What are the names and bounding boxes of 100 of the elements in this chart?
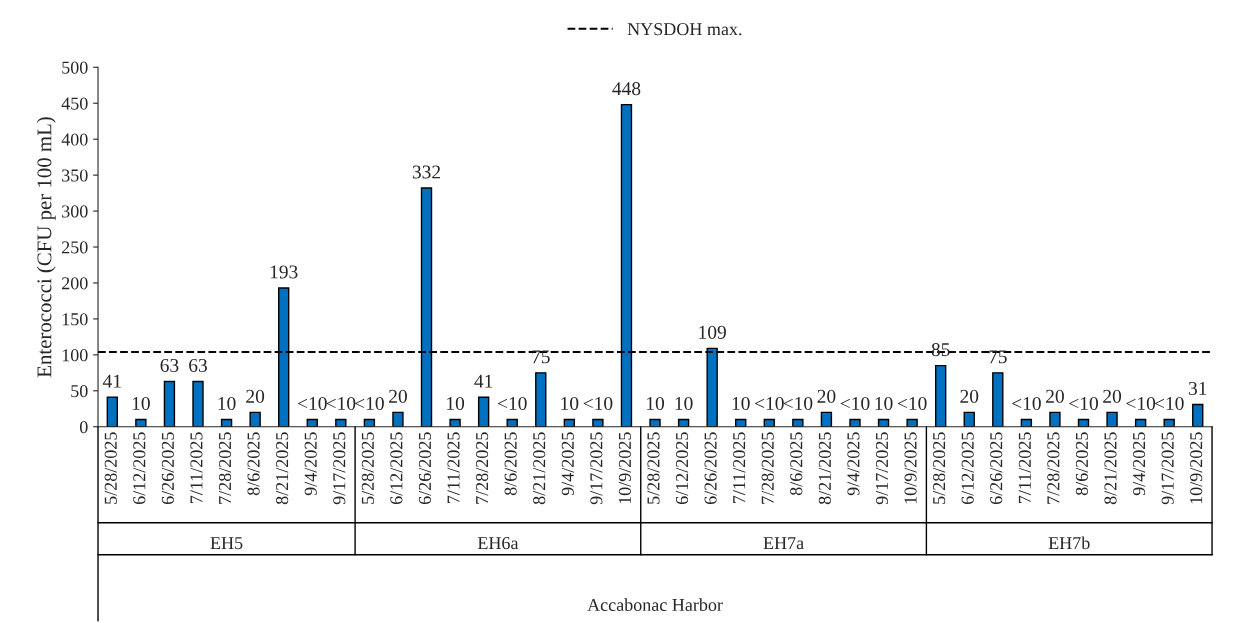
data-label: <10 [298, 396, 327, 411]
data-label: 109 [699, 325, 726, 339]
data-label: <10 [897, 396, 927, 411]
x-tick-label: 9/4/2025 [561, 432, 574, 496]
bar [592, 418, 604, 427]
bar [392, 411, 404, 427]
bar [135, 418, 147, 427]
bar [535, 372, 547, 427]
x-tick-label: 5/28/2025 [647, 432, 660, 504]
y-tick-label: 200 [62, 277, 88, 290]
x-tick-label: 8/21/2025 [533, 432, 546, 505]
bar [477, 396, 490, 427]
y-tick-label: 50 [71, 385, 88, 398]
data-label: 193 [270, 265, 298, 279]
y-tick-label: 500 [62, 61, 88, 74]
x-tick-label: 5/28/2025 [104, 432, 117, 504]
x-tick-label: 8/6/2025 [790, 432, 803, 496]
data-label: <10 [583, 396, 613, 411]
bar [106, 396, 118, 427]
x-tick-label: 8/21/2025 [818, 432, 831, 505]
data-label: 10 [447, 396, 465, 411]
x-tick-label: 7/11/2025 [1018, 432, 1031, 503]
data-label: 448 [612, 82, 641, 96]
data-label: <10 [1069, 396, 1098, 411]
data-label: <10 [783, 396, 813, 411]
x-tick-label: 6/26/2025 [990, 432, 1003, 505]
x-tick-label: 9/17/2025 [333, 432, 346, 505]
text: Accabonac Harbor [587, 598, 723, 612]
data-label: 20 [1046, 389, 1064, 403]
bar [992, 372, 1004, 427]
x-tick-label: 9/4/2025 [304, 432, 317, 496]
bar [649, 418, 661, 427]
bar [1106, 411, 1118, 427]
data-label: 20 [246, 389, 265, 403]
y-tick-label: 100 [62, 349, 88, 362]
x-tick-label: 5/28/2025 [361, 432, 374, 504]
x-tick-label: 10/9/2025 [904, 432, 917, 504]
data-label: 31 [1188, 381, 1207, 395]
data-label: 20 [1103, 389, 1122, 403]
x-tick-label: 7/28/2025 [1047, 432, 1060, 504]
bar [335, 418, 347, 427]
x-tick-label: 7/28/2025 [761, 432, 774, 504]
y-tick-label: 450 [61, 97, 88, 110]
bar [449, 418, 461, 427]
y-tick-label: 400 [61, 133, 88, 146]
y-tick-label: 250 [62, 241, 88, 254]
x-tick-label: 6/26/2025 [418, 432, 432, 505]
x-tick-label: 7/11/2025 [190, 432, 203, 503]
data-label: 63 [160, 358, 179, 372]
data-label: 10 [647, 396, 665, 411]
bar [934, 364, 947, 427]
x-tick-label: 8/6/2025 [504, 432, 517, 496]
data-label: 10 [561, 396, 579, 411]
text: EH7a [763, 537, 804, 550]
x-tick-label: 10/9/2025 [618, 432, 631, 504]
x-tick-label: 6/12/2025 [961, 432, 974, 505]
data-label: 332 [412, 165, 441, 179]
x-tick-label: 6/26/2025 [704, 432, 717, 505]
bar [1163, 418, 1175, 427]
data-label: 10 [675, 396, 693, 411]
x-tick-label: 5/28/2025 [933, 432, 946, 504]
y-tick-label: 0 [79, 421, 88, 434]
data-label: <10 [497, 396, 527, 411]
x-tick-label: 9/17/2025 [875, 432, 889, 505]
bar [849, 418, 861, 427]
x-tick-label: 8/6/2025 [1075, 432, 1089, 496]
y-tick-label: 300 [62, 205, 88, 218]
x-tick-label: 7/28/2025 [218, 432, 232, 504]
x-tick-label: 9/17/2025 [590, 432, 603, 505]
data-label: <10 [1126, 396, 1156, 411]
bar [192, 380, 204, 427]
x-tick-label: 9/4/2025 [1132, 432, 1146, 496]
bar [963, 411, 975, 427]
data-label: <10 [1012, 396, 1041, 411]
y-tick-label: 150 [62, 313, 88, 326]
data-label: 63 [189, 358, 207, 372]
x-tick-label: 6/12/2025 [390, 432, 403, 505]
bar [820, 411, 833, 427]
text: EH5 [210, 537, 243, 550]
data-label: 41 [102, 374, 121, 388]
data-label: 10 [875, 396, 893, 411]
text: EH7b [1048, 536, 1090, 550]
data-label: 10 [132, 396, 150, 411]
y-axis-title: Enterococci (CFU per 100 mL) [36, 117, 56, 378]
x-tick-label: 10/9/2025 [1190, 432, 1203, 504]
x-tick-label: 6/26/2025 [161, 432, 174, 505]
bar [1049, 411, 1061, 427]
x-tick-label: 9/4/2025 [847, 432, 860, 496]
legend-label: NYSDOH max. [627, 23, 742, 36]
text: EH6a [477, 537, 519, 550]
data-label: 20 [389, 389, 407, 403]
x-tick-label: 7/28/2025 [475, 432, 489, 504]
x-tick-label: 7/11/2025 [733, 432, 746, 503]
data-label: <10 [755, 396, 784, 411]
bar [249, 411, 261, 427]
data-label: 10 [218, 396, 236, 411]
x-tick-label: 8/21/2025 [276, 432, 289, 505]
x-tick-label: 8/6/2025 [247, 432, 260, 496]
data-label: <10 [840, 396, 870, 411]
x-tick-label: 8/21/2025 [1104, 432, 1117, 505]
